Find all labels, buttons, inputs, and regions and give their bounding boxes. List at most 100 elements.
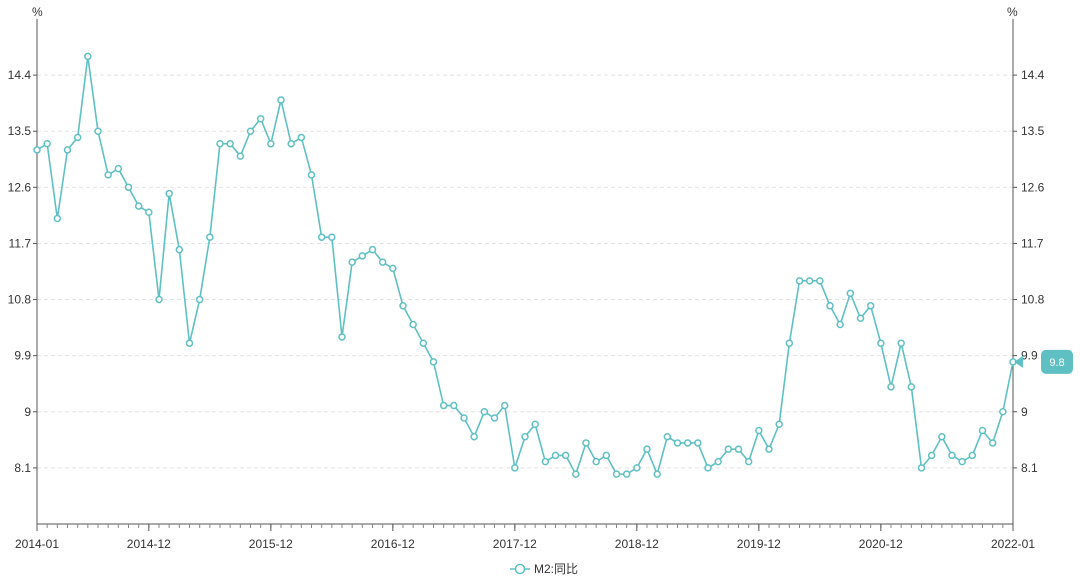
data-point bbox=[877, 339, 885, 347]
y-tick-label-left: 11.7 bbox=[9, 236, 32, 250]
data-point bbox=[704, 464, 712, 472]
data-point bbox=[612, 470, 621, 478]
data-point bbox=[368, 245, 377, 254]
data-point bbox=[531, 420, 539, 428]
y-tick-label-right: 12.6 bbox=[1021, 180, 1045, 194]
data-point bbox=[968, 451, 977, 460]
data-point bbox=[114, 164, 123, 173]
data-point bbox=[866, 302, 875, 310]
data-point bbox=[317, 233, 326, 241]
legend[interactable]: M2:同比 bbox=[510, 562, 578, 576]
data-point bbox=[846, 289, 855, 298]
y-tick-label-left: 14.4 bbox=[8, 68, 32, 82]
data-point bbox=[927, 451, 936, 460]
data-point bbox=[124, 183, 133, 192]
data-point bbox=[592, 457, 600, 466]
badge-box bbox=[1041, 349, 1073, 374]
data-point bbox=[521, 432, 529, 441]
data-point bbox=[348, 258, 356, 266]
data-point bbox=[195, 295, 204, 304]
data-point bbox=[155, 295, 163, 304]
data-point bbox=[338, 333, 346, 341]
last-value-badge: 9.8 bbox=[1014, 349, 1073, 374]
data-point bbox=[236, 152, 245, 160]
data-point bbox=[999, 408, 1007, 416]
data-point bbox=[419, 339, 428, 347]
data-point bbox=[145, 208, 153, 217]
data-point bbox=[63, 146, 72, 154]
y-tick-label-left: 9.9 bbox=[14, 349, 31, 363]
data-point bbox=[307, 171, 316, 179]
data-point bbox=[887, 383, 895, 391]
data-point bbox=[389, 264, 397, 273]
data-point bbox=[297, 133, 306, 142]
data-point bbox=[94, 127, 102, 135]
y-tick-label-left: 13.5 bbox=[8, 124, 32, 138]
data-point bbox=[958, 457, 966, 466]
y-tick-label-left: 9 bbox=[24, 405, 31, 419]
data-point bbox=[785, 339, 794, 347]
data-point bbox=[551, 451, 560, 460]
data-point bbox=[206, 233, 214, 241]
y-tick-label-left: 12.6 bbox=[8, 180, 32, 194]
data-point bbox=[643, 445, 651, 453]
data-point bbox=[134, 202, 143, 210]
data-point bbox=[409, 320, 417, 329]
data-point bbox=[450, 401, 458, 410]
data-point bbox=[795, 277, 804, 285]
data-point bbox=[104, 171, 112, 179]
y-tick-label-right: 8.1 bbox=[1021, 461, 1038, 475]
data-point bbox=[856, 314, 865, 323]
data-point bbox=[287, 139, 295, 148]
data-point bbox=[541, 457, 550, 466]
data-point bbox=[73, 133, 82, 142]
data-point bbox=[775, 420, 783, 428]
data-point bbox=[694, 439, 702, 447]
data-point bbox=[399, 302, 407, 310]
data-point bbox=[948, 451, 956, 460]
data-point bbox=[826, 302, 834, 310]
right-axis-unit: % bbox=[1007, 5, 1018, 19]
data-point bbox=[683, 439, 692, 447]
data-point bbox=[663, 432, 672, 441]
data-point bbox=[460, 414, 468, 422]
data-point bbox=[582, 439, 590, 447]
data-point bbox=[805, 277, 814, 285]
data-point bbox=[978, 426, 987, 435]
y-tick-label-left: 8.1 bbox=[14, 461, 31, 475]
data-point bbox=[439, 401, 448, 410]
legend-marker bbox=[514, 563, 526, 575]
data-point bbox=[226, 139, 234, 148]
data-point bbox=[765, 445, 773, 453]
x-tick-label: 2016-12 bbox=[371, 537, 415, 551]
data-point bbox=[165, 189, 173, 198]
left-y-tick-labels: 8.1 9 9.9 10.8 11.7 12.6 13.5 14.4 bbox=[8, 68, 32, 475]
y-tick-label-right: 10.8 bbox=[1021, 293, 1045, 307]
data-point bbox=[734, 445, 743, 453]
x-tick-label: 2017-12 bbox=[493, 537, 537, 551]
y-tick-label-right: 13.5 bbox=[1021, 124, 1045, 138]
data-point bbox=[897, 339, 905, 347]
data-point bbox=[602, 451, 611, 460]
gridlines bbox=[33, 74, 1017, 469]
data-point bbox=[490, 414, 499, 422]
data-point bbox=[724, 445, 733, 453]
data-point bbox=[572, 470, 580, 478]
data-point bbox=[714, 457, 722, 466]
data-point bbox=[836, 320, 844, 329]
x-tick-labels: 2014-01 2014-12 2015-12 2016-12 2017-12 2018-… bbox=[15, 524, 1035, 551]
data-point bbox=[653, 470, 661, 478]
data-point bbox=[429, 358, 438, 366]
data-point bbox=[500, 401, 509, 410]
series-m2 bbox=[33, 52, 1017, 478]
data-point bbox=[33, 146, 41, 154]
y-tick-label-right: 9.9 bbox=[1021, 349, 1038, 363]
data-point bbox=[175, 245, 184, 254]
badge-pointer bbox=[1014, 355, 1023, 368]
y-tick-label-right: 9 bbox=[1021, 405, 1028, 419]
x-tick-label: 2019-12 bbox=[737, 537, 781, 551]
y-tick-label-right: 11.7 bbox=[1021, 236, 1044, 250]
axes bbox=[36, 19, 1014, 528]
data-point bbox=[470, 432, 478, 441]
